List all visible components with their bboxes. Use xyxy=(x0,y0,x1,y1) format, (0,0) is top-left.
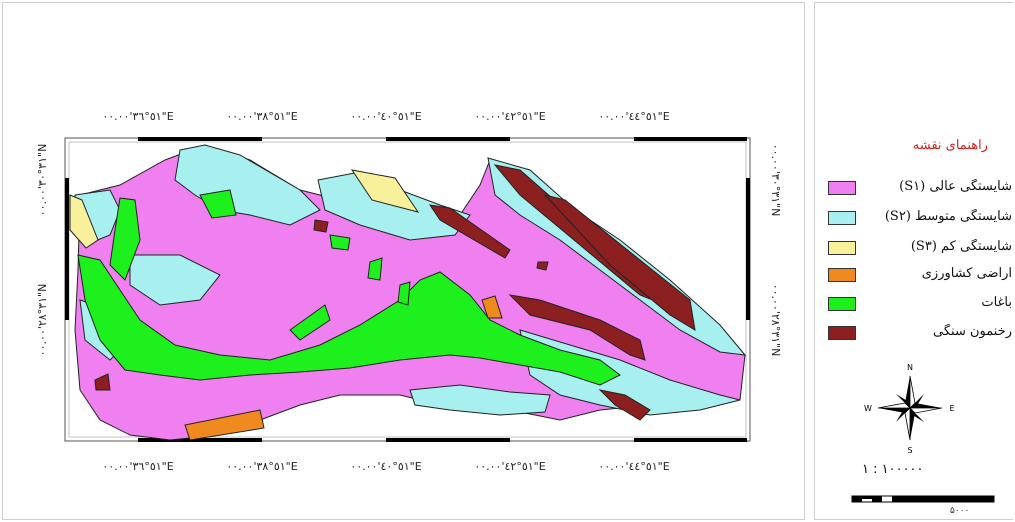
coord-labels-top: ٥١°٣٦'٠٠.٠٠"E ٥١°٣٨'٠٠.٠٠"E ٥١°٤٠'٠٠.٠٠"… xyxy=(102,110,669,123)
legend-swatch xyxy=(828,211,856,225)
zone-rock-4 xyxy=(543,194,696,331)
map-frame xyxy=(64,137,751,442)
zone-gardens-6 xyxy=(367,257,383,281)
lon-label: ٥١°٤٤'٠٠.٠٠"E xyxy=(598,110,669,123)
zone-agri-1 xyxy=(184,409,265,441)
coord-labels-bottom: ٥١°٣٦'٠٠.٠٠"E ٥١°٣٨'٠٠.٠٠"E ٥١°٤٠'٠٠.٠٠"… xyxy=(102,460,669,473)
scale-bar xyxy=(851,495,995,503)
lon-label: ٥١°٣٦'٠٠.٠٠"E xyxy=(102,110,173,123)
legend-swatch xyxy=(828,181,856,195)
legend-swatch xyxy=(828,297,856,311)
lon-label: ٥١°٤٢'٠٠.٠٠"E xyxy=(474,460,545,473)
zone-s3-left xyxy=(69,194,99,249)
compass-rose-icon: N S E W xyxy=(864,363,954,455)
lat-label: ٣١°٢٨'٠٠.٠٠"N xyxy=(769,284,782,357)
zone-gardens-7 xyxy=(397,281,411,306)
zone-rock-8 xyxy=(536,261,549,271)
lat-label: ٣١°٢٨'٠٠.٠٠"N xyxy=(36,284,49,357)
zone-gardens-2 xyxy=(109,197,141,281)
legend-label: باغات xyxy=(981,295,1012,310)
legend-swatch xyxy=(828,241,856,255)
zone-s2-top xyxy=(174,144,321,226)
legend-label: شایستگی متوسط (S۲) xyxy=(884,209,1012,224)
lon-label: ٥١°٣٨'٠٠.٠٠"E xyxy=(226,460,297,473)
zone-rock-2 xyxy=(428,204,511,259)
west-label: W xyxy=(864,404,872,413)
lon-label: ٥١°٤٠'٠٠.٠٠"E xyxy=(350,460,421,473)
lon-label: ٥١°٣٨'٠٠.٠٠"E xyxy=(226,110,297,123)
coord-labels-left: ٣١°٣٠'٠٠.٠٠"N ٣١°٢٨'٠٠.٠٠"N xyxy=(36,144,49,357)
scale-ratio: ۱ : ۱۰۰۰۰۰ xyxy=(862,462,924,477)
legend-label: رخنمون سنگی xyxy=(933,324,1012,339)
lon-label: ٥١°٤٤'٠٠.٠٠"E xyxy=(598,460,669,473)
map-polygons xyxy=(69,144,747,441)
legend-label: شایستگی کم (S۳) xyxy=(910,239,1012,254)
lat-label: ٣١°٣٠'٠٠.٠٠"N xyxy=(769,144,782,217)
east-label: E xyxy=(949,404,954,413)
coord-labels-right: ٣١°٣٠'٠٠.٠٠"N ٣١°٢٨'٠٠.٠٠"N xyxy=(769,144,782,357)
zone-rock-7 xyxy=(313,219,329,233)
zone-gardens-4 xyxy=(329,234,351,251)
south-label: S xyxy=(907,446,912,455)
zone-s2-bottom-right xyxy=(519,329,741,416)
legend-label: اراضی کشاورزی xyxy=(921,266,1012,281)
zone-agri-2 xyxy=(481,295,503,319)
zone-rock-6 xyxy=(598,389,651,421)
zone-gardens-5 xyxy=(289,304,331,341)
legend-swatch xyxy=(828,326,856,340)
zone-s2-bottom xyxy=(409,384,551,416)
zone-gardens-3 xyxy=(199,189,237,219)
lat-label: ٣١°٣٠'٠٠.٠٠"N xyxy=(36,144,49,217)
lon-label: ٥١°٤٢'٠٠.٠٠"E xyxy=(474,110,545,123)
lon-label: ٥١°٣٦'٠٠.٠٠"E xyxy=(102,460,173,473)
zone-s3-top xyxy=(350,169,420,213)
legend-label: شایستگی عالی (S۱) xyxy=(899,179,1012,194)
north-label: N xyxy=(907,363,913,372)
zone-rock-5 xyxy=(94,373,111,391)
legend-swatch xyxy=(828,268,856,282)
zone-rock-3 xyxy=(508,294,646,361)
zone-gardens xyxy=(77,254,621,386)
scale-end-label: ۵۰۰۰ xyxy=(950,506,970,516)
zone-s2-mid xyxy=(129,254,221,306)
legend-panel xyxy=(814,2,1013,520)
lon-label: ٥١°٤٠'٠٠.٠٠"E xyxy=(350,110,421,123)
legend-title: راهنمای نقشه xyxy=(912,138,988,153)
